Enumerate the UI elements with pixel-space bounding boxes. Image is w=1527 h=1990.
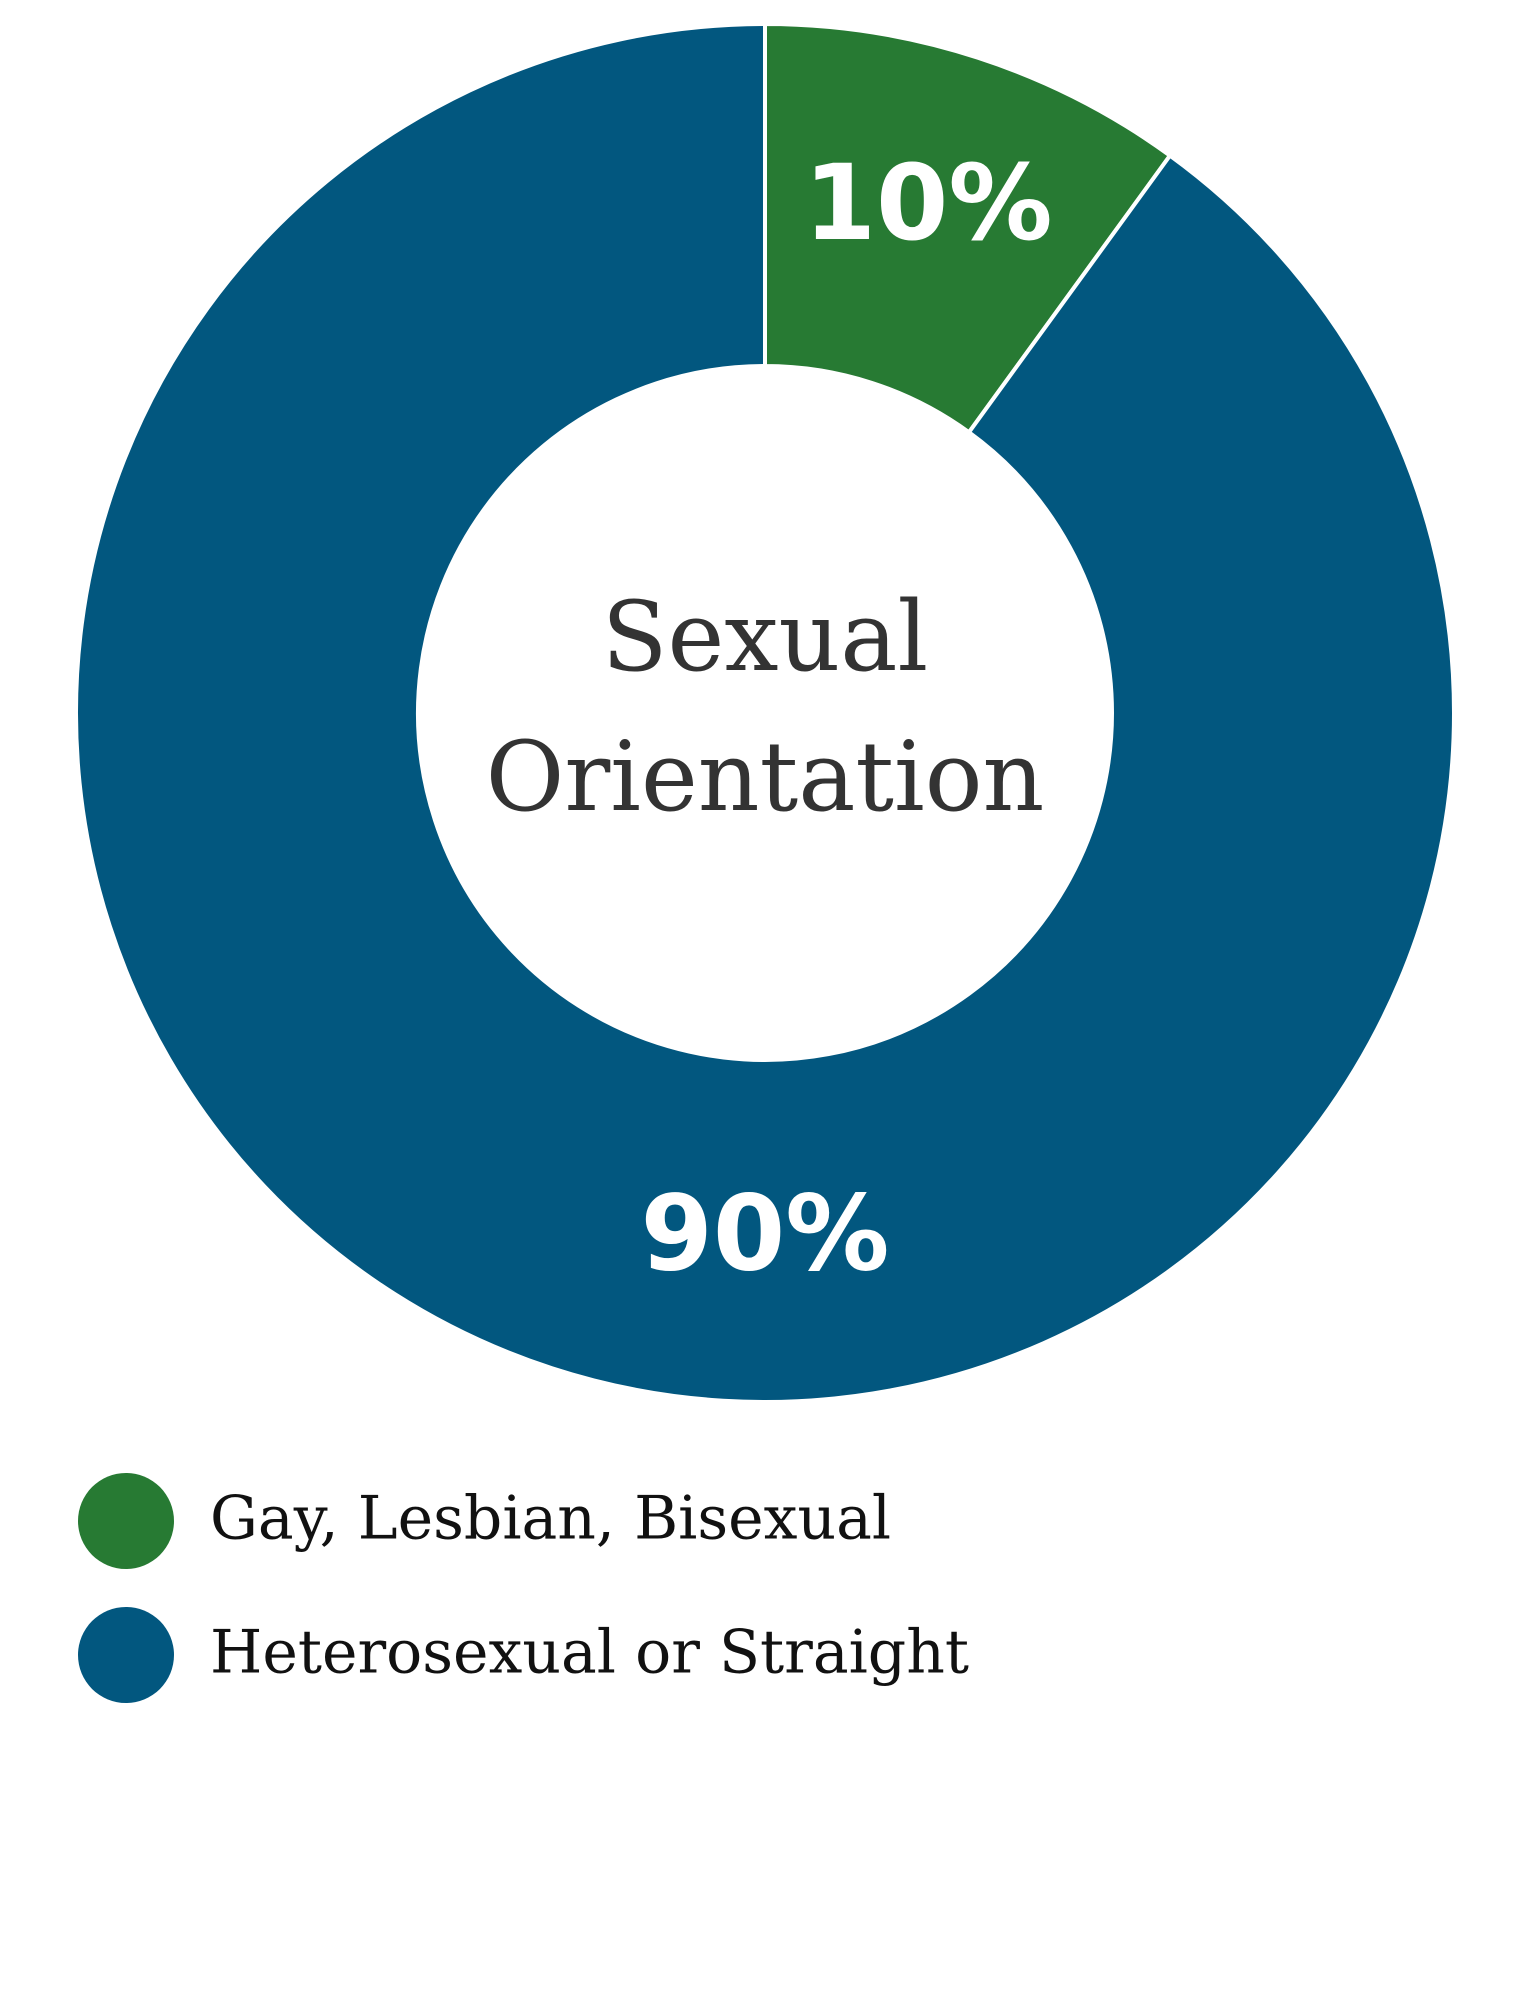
- legend-label: Gay, Lesbian, Bisexual: [210, 1484, 891, 1554]
- center-title: Sexual: [602, 581, 928, 693]
- legend-swatch: [78, 1607, 174, 1703]
- donut-slice: [74, 21, 1456, 1404]
- center-title: Orientation: [486, 721, 1045, 833]
- slices: [74, 21, 1456, 1404]
- legend-swatch: [78, 1473, 174, 1569]
- donut-slice: [763, 21, 1173, 436]
- value-label: 90%: [641, 1172, 890, 1294]
- legend-label: Heterosexual or Straight: [210, 1618, 969, 1688]
- value-label: 10%: [804, 142, 1053, 264]
